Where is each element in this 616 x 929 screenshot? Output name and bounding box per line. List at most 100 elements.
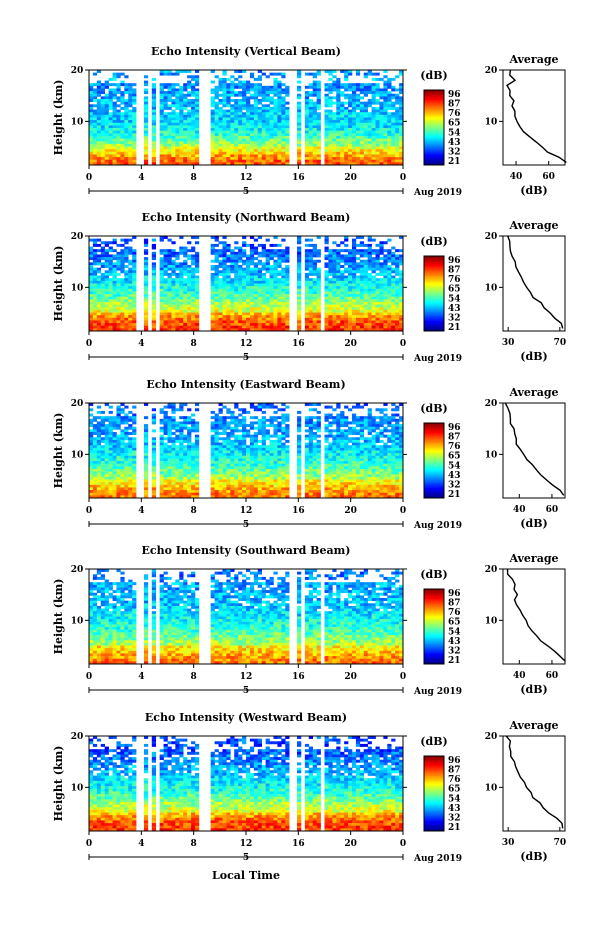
heatmap-cell: [112, 130, 117, 134]
heatmap-cell: [171, 101, 176, 105]
heatmap-cell: [163, 296, 168, 300]
heatmap-cell: [222, 249, 227, 253]
heatmap-cell: [371, 146, 376, 150]
heatmap-cell: [297, 320, 302, 324]
heatmap-cell: [108, 96, 113, 100]
colorbar-swatch: [424, 160, 444, 162]
heatmap-cell: [242, 122, 247, 126]
heatmap-cell: [324, 283, 329, 287]
heatmap-cell: [273, 93, 278, 97]
heatmap-cell: [143, 291, 149, 295]
heatmap-cell: [340, 312, 345, 316]
heatmap-cell: [281, 278, 286, 282]
heatmap-cell: [269, 149, 274, 153]
heatmap-cell: [112, 315, 117, 319]
heatmap-cell: [297, 159, 302, 163]
heatmap-cell: [312, 408, 317, 412]
heatmap-cell: [116, 135, 121, 139]
heatmap-cell: [183, 280, 188, 284]
heatmap-cell: [143, 262, 149, 266]
heatmap-cell: [191, 99, 196, 102]
heatmap-cell: [340, 278, 345, 282]
colorbar-swatch: [424, 312, 444, 314]
heatmap-cell: [277, 91, 282, 95]
heatmap-cell: [371, 325, 376, 329]
heatmap-cell: [167, 143, 172, 147]
heatmap-cell: [194, 328, 200, 332]
heatmap-cell: [249, 236, 255, 239]
heatmap-cell: [312, 424, 317, 428]
heatmap-cell: [332, 159, 337, 163]
heatmap-cell: [340, 413, 345, 417]
heatmap-cell: [222, 278, 227, 282]
heatmap-cell: [387, 114, 392, 118]
heatmap-cell: [124, 246, 129, 250]
heatmap-cell: [210, 146, 215, 150]
heatmap-cell: [308, 243, 314, 247]
heatmap-cell: [359, 236, 365, 239]
heatmap-cell: [92, 151, 98, 155]
heatmap-cell: [391, 320, 396, 324]
heatmap-cell: [104, 109, 109, 113]
heatmap-cell: [116, 91, 121, 95]
heatmap-cell: [120, 309, 125, 313]
heatmap-cell: [371, 312, 376, 316]
heatmap-cell: [351, 291, 357, 295]
heatmap-cell: [277, 151, 282, 155]
heatmap-cell: [344, 146, 349, 150]
heatmap-cell: [242, 283, 247, 287]
heatmap-cell: [316, 133, 321, 137]
heatmap-cell: [234, 280, 239, 284]
heatmap-cell: [89, 403, 94, 406]
heatmap-cell: [359, 117, 365, 121]
heatmap-cell: [383, 267, 388, 271]
heatmap-cell: [214, 265, 219, 268]
colorbar-tick-label: 65: [448, 285, 461, 295]
heatmap-cell: [151, 429, 157, 433]
heatmap-cell: [265, 141, 270, 145]
heatmap-cell: [234, 421, 239, 425]
heatmap-cell: [222, 114, 227, 118]
heatmap-cell: [151, 125, 157, 129]
heatmap-cell: [253, 249, 259, 253]
heatmap-cell: [328, 70, 333, 73]
heatmap-cell: [222, 236, 227, 239]
date-marker: 5: [243, 187, 249, 197]
heatmap-cell: [226, 114, 231, 118]
heatmap-cell: [375, 143, 380, 147]
heatmap-cell: [171, 157, 176, 161]
heatmap-cell: [399, 309, 404, 313]
heatmap-cell: [132, 96, 137, 100]
heatmap-cell: [226, 296, 231, 300]
heatmap-cell: [116, 120, 121, 124]
heatmap-cell: [383, 317, 388, 321]
heatmap-cell: [230, 157, 235, 161]
heatmap-cell: [328, 291, 333, 295]
heatmap-cell: [104, 146, 109, 150]
heatmap-cell: [187, 278, 192, 282]
heatmap-cell: [261, 432, 266, 435]
heatmap-cell: [89, 291, 94, 295]
heatmap-cell: [234, 283, 239, 287]
heatmap-cell: [104, 254, 109, 258]
heatmap-cell: [312, 403, 317, 406]
heatmap-cell: [112, 157, 117, 161]
heatmap-cell: [316, 325, 321, 329]
heatmap-cell: [324, 280, 329, 284]
heatmap-cell: [218, 259, 223, 263]
heatmap-cell: [104, 418, 109, 422]
heatmap-cell: [336, 418, 341, 422]
heatmap-cell: [363, 125, 368, 129]
heatmap-cell: [187, 307, 192, 311]
heatmap-cell: [120, 133, 125, 137]
heatmap-cell: [100, 320, 105, 324]
heatmap-cell: [222, 112, 227, 116]
heatmap-cell: [234, 429, 239, 433]
heatmap-cell: [359, 280, 365, 284]
heatmap-cell: [120, 151, 125, 155]
heatmap-cell: [210, 141, 215, 145]
heatmap-cell: [285, 278, 290, 282]
heatmap-cell: [116, 296, 121, 300]
heatmap-cell: [340, 325, 345, 329]
colorbar-swatch: [424, 263, 444, 266]
